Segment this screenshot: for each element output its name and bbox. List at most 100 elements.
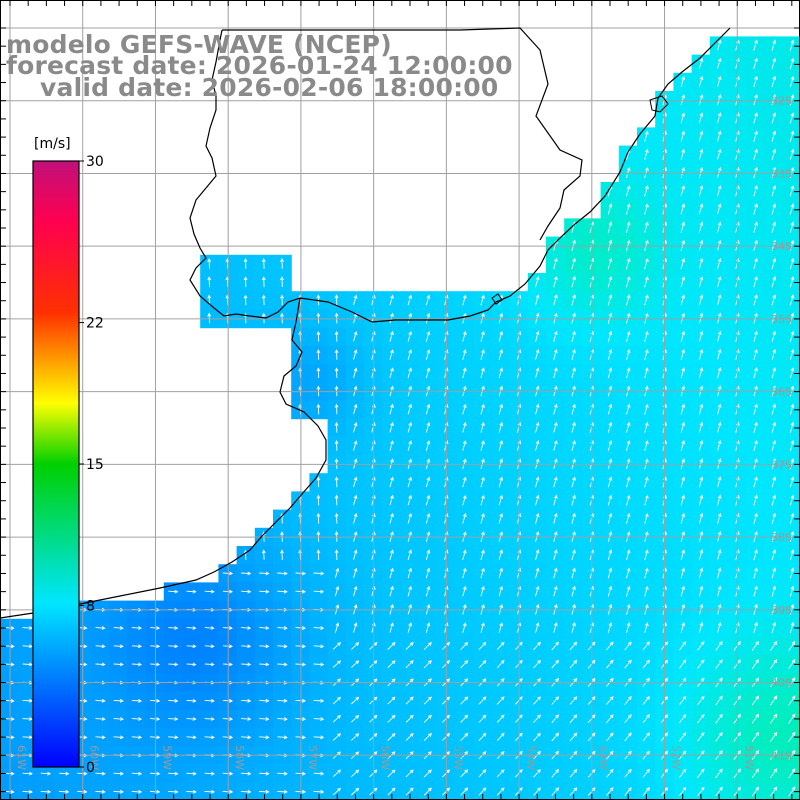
wind-arrow [425, 294, 431, 306]
wind-arrow [551, 732, 560, 742]
wind-arrow [222, 644, 233, 649]
wind-arrow [243, 258, 248, 269]
wind-arrow [680, 494, 686, 506]
wind-arrow [113, 626, 124, 630]
wind-arrow [149, 789, 161, 794]
wind-arrow [553, 512, 558, 524]
wind-arrow [715, 732, 723, 742]
wind-arrow [751, 641, 759, 651]
wind-arrow [771, 439, 777, 452]
wind-arrow [207, 258, 212, 269]
wind-arrow [425, 567, 431, 579]
wind-arrow [425, 367, 431, 379]
wind-arrow [316, 367, 321, 378]
wind-arrow [405, 641, 414, 650]
wind-arrow [131, 626, 143, 630]
wind-arrow [480, 622, 485, 633]
wind-arrow [571, 622, 576, 633]
wind-arrow [280, 276, 284, 288]
wind-arrow [644, 403, 649, 415]
wind-arrow [204, 698, 215, 703]
wind-arrow [95, 626, 106, 630]
wind-arrow [698, 585, 704, 597]
wind-arrow [717, 330, 722, 342]
title-forecast-date: forecast date: 2026-01-24 12:00:00 [6, 51, 513, 80]
wind-arrow [644, 367, 649, 379]
wind-arrow [204, 626, 215, 630]
wind-arrow [717, 294, 722, 306]
coastline-uruguay [222, 27, 583, 241]
wind-arrow [717, 567, 722, 579]
wind-arrow [480, 476, 485, 488]
wind-arrow [460, 696, 469, 705]
wind-arrow [222, 789, 234, 794]
wind-arrow [789, 57, 795, 69]
wind-arrow [680, 621, 686, 634]
wind-arrow [788, 731, 796, 742]
wind-arrow [717, 439, 722, 452]
wind-arrow [626, 348, 631, 361]
wind-arrow [405, 696, 414, 705]
wind-arrow [22, 771, 33, 776]
wind-arrow [40, 789, 52, 794]
wind-arrow [389, 622, 394, 633]
wind-arrow [295, 735, 307, 740]
wind-arrow [186, 789, 197, 794]
wind-arrow [644, 476, 649, 488]
wind-arrow [168, 735, 179, 740]
wind-arrow [22, 626, 33, 631]
wind-arrow [334, 421, 339, 433]
wind-arrow [407, 567, 413, 579]
wind-arrow [277, 717, 288, 722]
wind-arrow [389, 476, 394, 488]
wind-arrow [77, 789, 88, 794]
wind-arrow [389, 294, 394, 306]
wind-arrow [478, 732, 487, 742]
wind-arrow [149, 771, 161, 776]
lon-label: 58W [233, 745, 246, 770]
wind-arrow [241, 662, 252, 667]
wind-arrow [751, 731, 760, 742]
wind-arrow [480, 349, 485, 360]
wind-arrow [698, 57, 704, 69]
wind-arrow [789, 203, 795, 215]
wind-arrow [407, 367, 413, 379]
wind-arrow [498, 367, 504, 379]
wind-arrow [607, 549, 613, 561]
wind-arrow [698, 203, 704, 215]
wind-arrow [462, 440, 467, 451]
wind-arrow [407, 622, 413, 633]
wind-arrow [350, 714, 360, 723]
wind-arrow [387, 714, 396, 723]
wind-arrow [407, 294, 413, 306]
wind-arrow [496, 732, 505, 742]
wind-arrow [717, 421, 722, 433]
wind-arrow [551, 787, 560, 796]
wind-arrow [480, 294, 485, 306]
wind-arrow [277, 771, 288, 776]
wind-arrow [680, 476, 686, 488]
colorbar-tick-label: 8 [86, 598, 95, 614]
wind-arrow [769, 713, 778, 724]
wind-arrow [642, 768, 650, 778]
wind-arrow [168, 717, 179, 721]
wind-arrow [551, 696, 560, 705]
wind-arrow [95, 698, 106, 703]
wind-arrow [533, 641, 541, 651]
wind-arrow [607, 330, 613, 342]
wind-arrow [553, 476, 558, 488]
wind-arrow [131, 771, 143, 776]
wind-arrow [313, 571, 325, 576]
wind-arrow [498, 349, 504, 360]
wind-arrow [680, 167, 686, 179]
wind-arrow [535, 549, 540, 561]
wind-arrow [624, 787, 632, 796]
wind-arrow [350, 660, 360, 668]
wind-arrow [259, 589, 270, 594]
wind-arrow [405, 769, 414, 778]
wind-arrow [425, 349, 431, 360]
wind-arrow [698, 421, 704, 433]
wind-arrow [425, 513, 431, 524]
wind-arrow [423, 641, 432, 650]
